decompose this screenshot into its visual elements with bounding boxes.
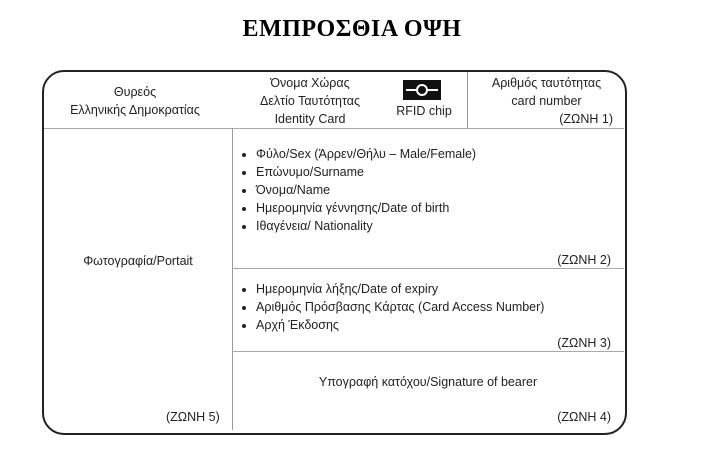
- coat-line-2: Ελληνικής Δημοκρατίας: [70, 103, 200, 117]
- card-number-label: Αριθμός ταυτότητας card number: [474, 74, 619, 110]
- country-line-2: Δελτίο Ταυτότητας: [259, 94, 361, 108]
- coat-of-arms-label: Θυρεός Ελληνικής Δημοκρατίας: [60, 83, 210, 119]
- divider-header: [44, 128, 624, 129]
- coat-line-1: Θυρεός: [113, 85, 157, 99]
- divider-zone2: [232, 268, 624, 269]
- page-title: ΕΜΠΡΟΣΘΙΑ ΟΨΗ: [242, 16, 462, 42]
- list-item: Ημερομηνία λήξης/Date of expiry: [256, 280, 544, 298]
- zone-1-label: (ΖΩΝΗ 1): [559, 112, 613, 126]
- divider-header-vertical: [467, 72, 468, 128]
- zone-2-label: (ΖΩΝΗ 2): [557, 253, 611, 267]
- portrait-label: Φωτογραφία/Portait: [83, 254, 193, 268]
- card-number-line-2: card number: [511, 94, 582, 108]
- zone-3-list: Ημερομηνία λήξης/Date of expiry Αριθμός …: [240, 280, 544, 334]
- zone-2-list: Φύλο/Sex (Άρρεν/Θήλυ – Male/Female) Επών…: [240, 145, 476, 235]
- list-item: Όνομα/Name: [256, 181, 476, 199]
- list-item: Ιθαγένεια/ Nationality: [256, 217, 476, 235]
- list-item: Αριθμός Πρόσβασης Κάρτας (Card Access Nu…: [256, 298, 544, 316]
- list-item: Επώνυμο/Surname: [256, 163, 476, 181]
- zone-4-label: (ΖΩΝΗ 4): [557, 410, 611, 424]
- country-line-3: Identity Card: [274, 112, 346, 126]
- country-label: Όνομα Χώρας Δελτίο Ταυτότητας Identity C…: [240, 74, 380, 128]
- rfid-chip-icon: [403, 80, 441, 100]
- divider-portrait: [232, 128, 233, 430]
- rfid-chip-label: RFID chip: [396, 104, 452, 118]
- divider-zone3: [232, 351, 624, 352]
- signature-label: Υπογραφή κατόχου/Signature of bearer: [318, 375, 538, 389]
- id-card-layout: [42, 70, 627, 435]
- zone-5-label: (ΖΩΝΗ 5): [166, 410, 220, 424]
- list-item: Ημερομηνία γέννησης/Date of birth: [256, 199, 476, 217]
- card-number-line-1: Αριθμός ταυτότητας: [491, 76, 602, 90]
- zone-3-label: (ΖΩΝΗ 3): [557, 336, 611, 350]
- list-item: Αρχή Έκδοσης: [256, 316, 544, 334]
- country-line-1: Όνομα Χώρας: [270, 76, 350, 90]
- list-item: Φύλο/Sex (Άρρεν/Θήλυ – Male/Female): [256, 145, 476, 163]
